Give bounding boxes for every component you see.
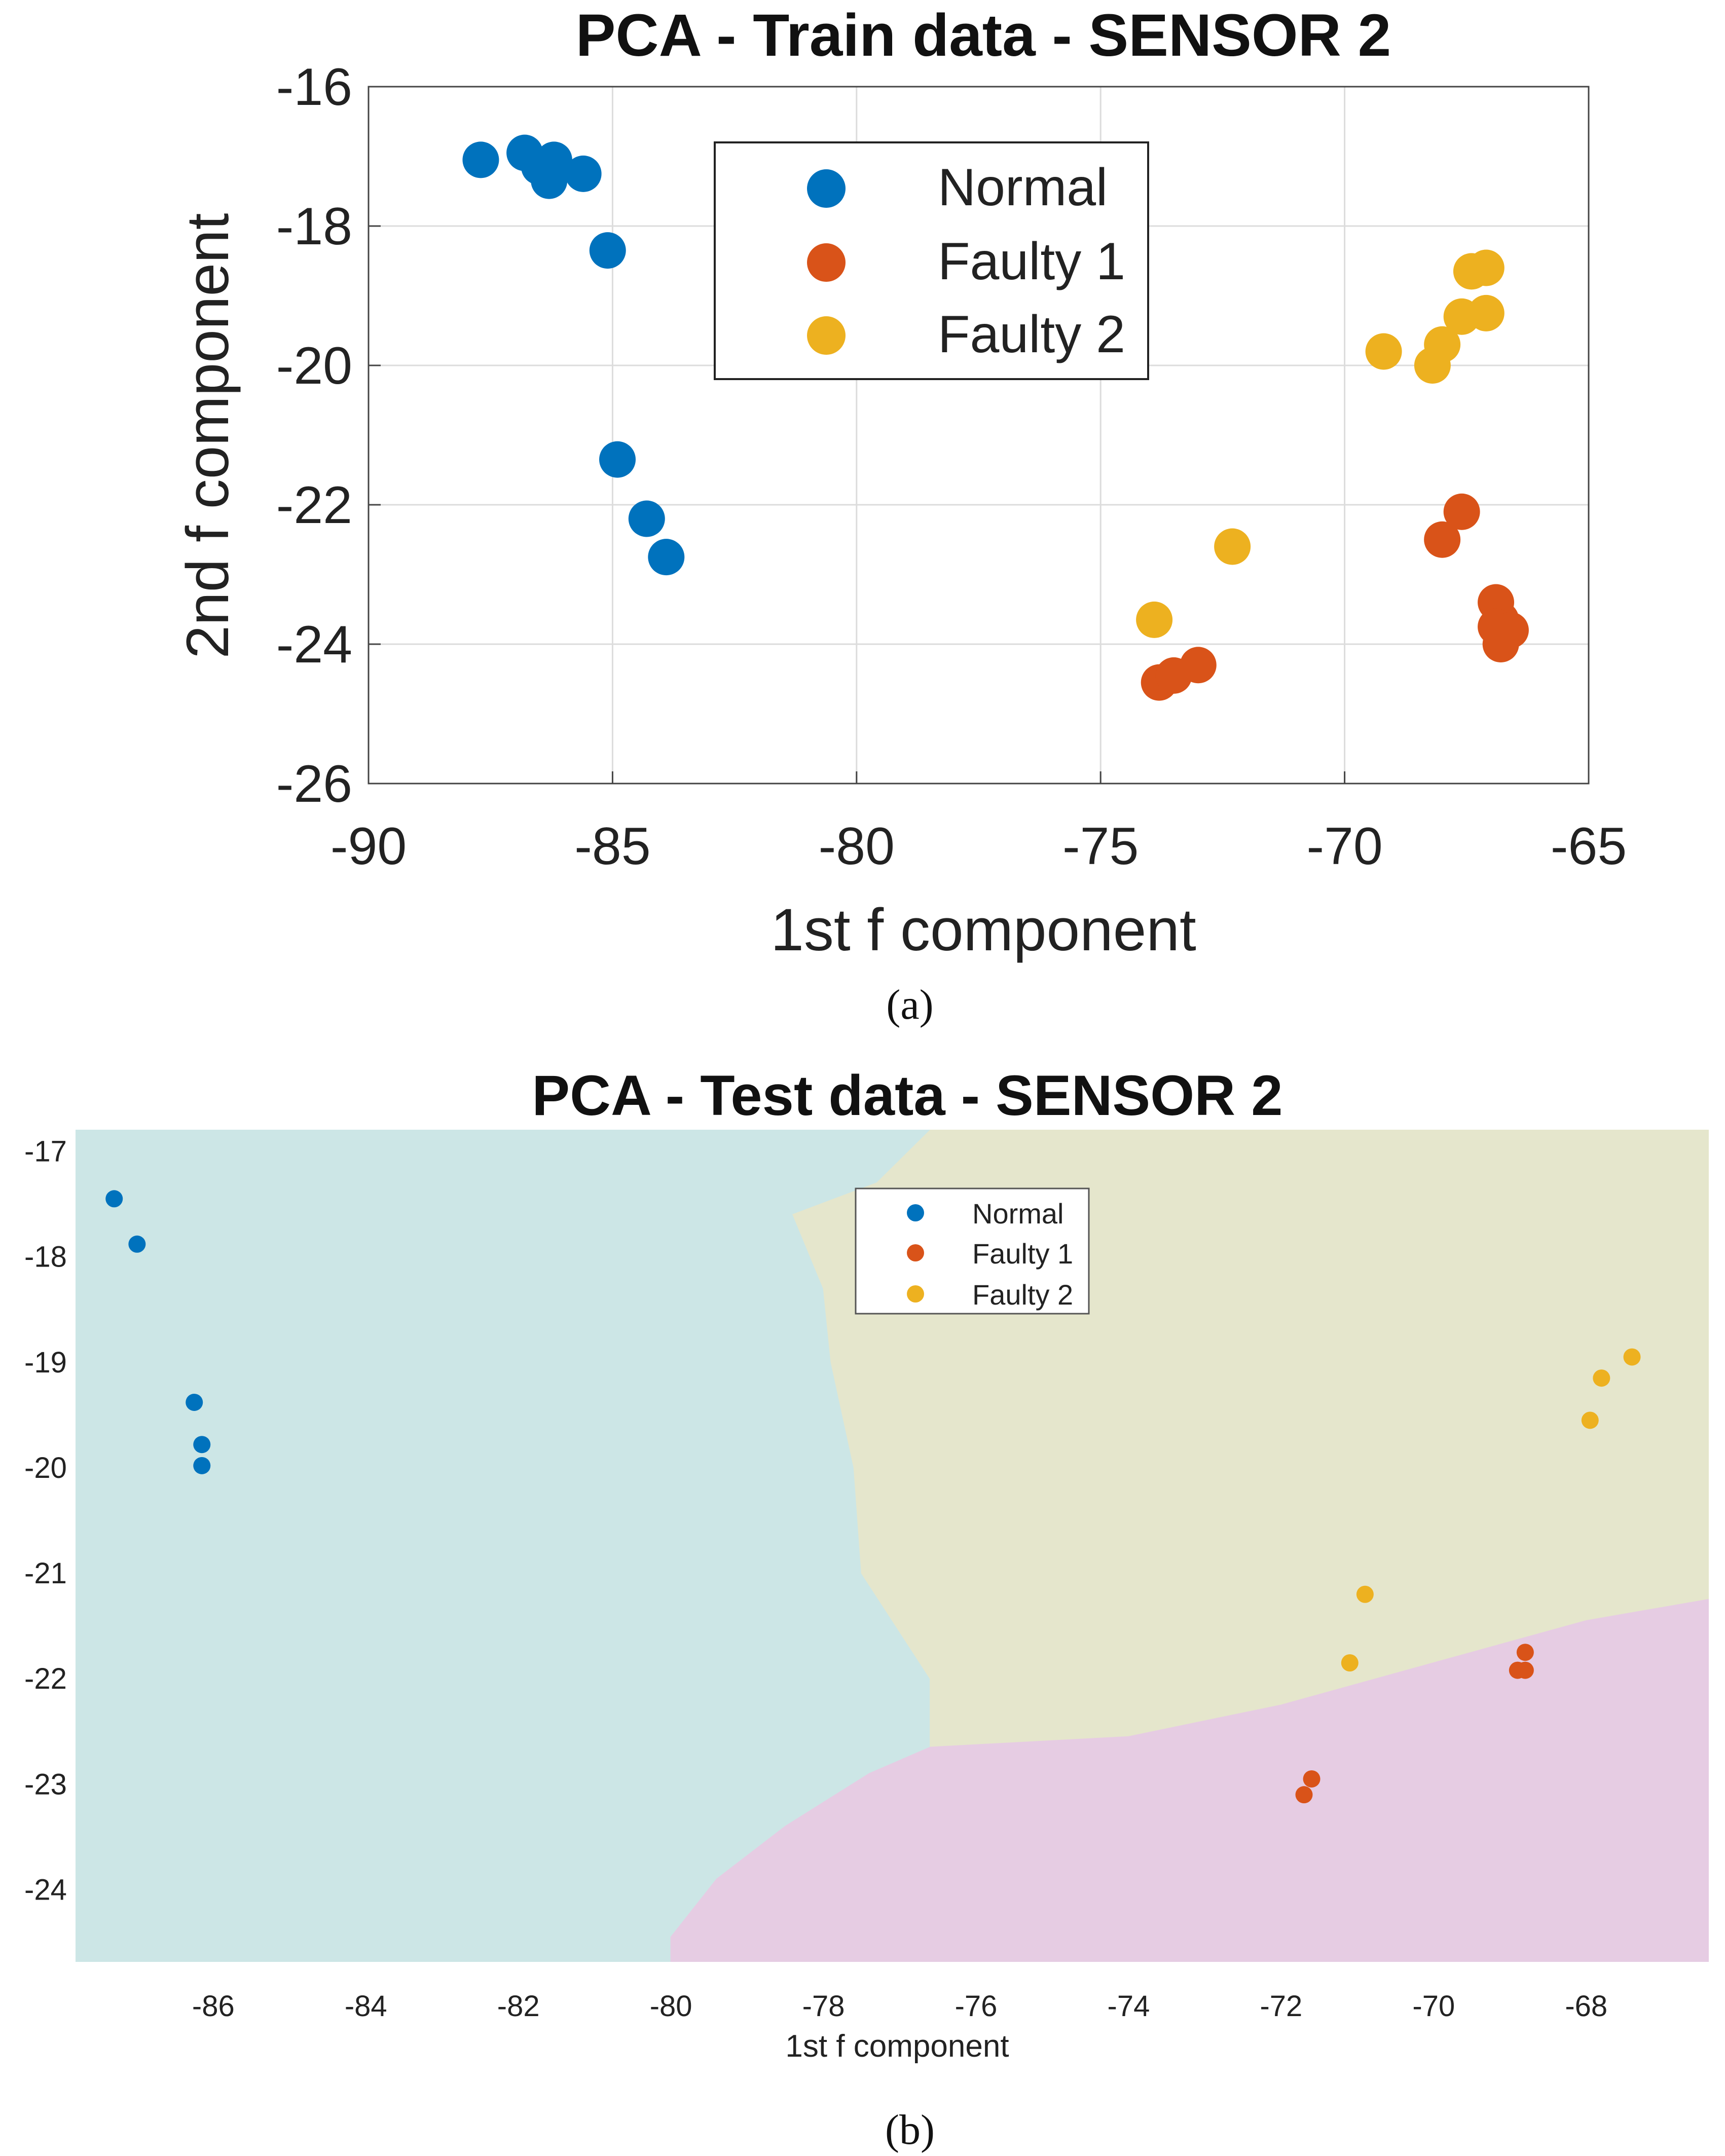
point-b-faulty-1-4 [1516,1661,1534,1679]
plot-b-x-ticks: -86 -84 -82 -80 -78 -76 -74 -72 -70 -68 [192,1990,1607,2023]
chart-b-legend: Normal Faulty 1 Faulty 2 [855,1187,1090,1315]
tick-label-a-x-4: -70 [1306,817,1382,876]
point-b-faulty-2-4 [1341,1654,1359,1672]
tick-label-a-y-0: -16 [276,58,352,117]
tick-label-b-x-9: -68 [1565,1990,1607,2023]
plot-a-points [462,134,1529,701]
chart-b-x-axis-label: 1st f component [785,2029,1009,2064]
region-faulty-1 [670,1599,1709,1962]
point-b-faulty-2-3 [1356,1585,1374,1603]
legend-a-label-faulty-2: Faulty 2 [938,305,1125,364]
panel-a-train: -90 -85 -80 -75 -70 -65 -16 -18 -20 -22 -24 -26 PC… [174,2,1627,1028]
legend-b-label-normal: Normal [972,1198,1063,1230]
point-a-faulty-2-6 [1467,294,1504,331]
plot-a-y-ticks: -16 -18 -20 -22 -24 -26 [276,58,381,813]
point-a-normal-7 [599,441,636,478]
point-a-faulty-2-1 [1214,528,1251,565]
plot-b-points [105,1190,1641,1804]
point-b-normal-1 [128,1235,146,1253]
chart-a-legend-box [714,141,1149,380]
tick-label-b-y-3: -20 [24,1452,67,1484]
point-b-normal-4 [193,1457,211,1474]
tick-label-b-x-0: -86 [192,1990,235,2023]
tick-label-b-y-4: -21 [24,1557,67,1590]
tick-label-b-y-7: -24 [24,1873,67,1906]
point-a-normal-4 [531,162,568,199]
tick-label-a-y-1: -18 [276,197,352,256]
chart-a-y-axis-label: 2nd f component [174,213,241,658]
tick-label-b-x-4: -78 [802,1990,845,2023]
legend-a-marker-faulty-1 [807,243,846,282]
tick-label-b-x-7: -72 [1260,1990,1302,2023]
tick-label-b-y-2: -19 [24,1346,67,1379]
panel-b-test: -86 -84 -82 -80 -78 -76 -74 -72 -70 -68 -17 -18 -19… [24,1064,1709,2153]
tick-label-a-x-1: -85 [574,817,650,876]
caption-a: (a) [886,981,933,1028]
chart-a-legend: Normal Faulty 1 Faulty 2 [714,141,1149,380]
plot-a-frame [368,86,1590,785]
legend-a-marker-normal [807,169,846,208]
tick-label-b-y-6: -23 [24,1768,67,1801]
point-a-normal-5 [565,155,602,192]
legend-b-label-faulty-2: Faulty 2 [972,1279,1073,1311]
legend-a-marker-faulty-2 [807,316,846,355]
tick-label-a-y-3: -22 [276,476,352,535]
point-a-faulty-2-2 [1365,333,1402,370]
plot-b-y-ticks: -17 -18 -19 -20 -21 -22 -23 -24 [24,1135,67,1907]
chart-b-legend-box [855,1187,1090,1315]
legend-b-marker-faulty-1 [907,1244,924,1261]
caption-b: (b) [885,2106,935,2153]
tick-label-a-y-5: -26 [276,755,352,813]
point-a-faulty-2-8 [1467,249,1504,286]
tick-label-b-x-8: -70 [1412,1990,1455,2023]
point-b-faulty-2-0 [1623,1348,1641,1366]
tick-label-a-x-3: -75 [1062,817,1139,876]
point-b-normal-0 [105,1190,123,1208]
tick-label-b-x-5: -76 [955,1990,998,2023]
point-b-faulty-2-2 [1581,1411,1599,1429]
point-a-normal-8 [628,500,665,537]
point-a-faulty-1-9 [1482,626,1519,662]
point-a-normal-6 [589,232,626,269]
tick-label-b-x-1: -84 [345,1990,387,2023]
point-b-normal-2 [186,1393,203,1411]
legend-a-label-normal: Normal [938,158,1108,217]
tick-label-b-x-2: -82 [497,1990,540,2023]
tick-label-a-y-4: -24 [276,615,352,674]
tick-label-a-x-5: -65 [1551,817,1627,876]
point-a-faulty-1-4 [1443,493,1480,530]
point-a-normal-9 [648,539,685,576]
point-a-faulty-1-3 [1424,521,1461,558]
point-a-faulty-2-4 [1424,326,1461,363]
legend-b-marker-faulty-2 [907,1285,924,1303]
point-a-normal-0 [462,141,499,178]
tick-label-a-y-2: -20 [276,337,352,395]
tick-label-a-x-0: -90 [331,817,407,876]
point-a-faulty-2-0 [1136,601,1173,638]
tick-label-b-x-6: -74 [1108,1990,1150,2023]
point-a-faulty-1-2 [1180,647,1217,684]
legend-b-label-faulty-1: Faulty 1 [972,1238,1073,1270]
chart-a-x-axis-label: 1st f component [770,897,1196,963]
tick-label-b-x-3: -80 [650,1990,692,2023]
chart-b-title: PCA - Test data - SENSOR 2 [532,1064,1282,1127]
point-b-faulty-1-2 [1516,1644,1534,1661]
point-b-faulty-2-1 [1593,1369,1610,1387]
tick-label-b-y-0: -17 [24,1135,67,1168]
point-b-faulty-1-1 [1295,1786,1313,1804]
legend-a-label-faulty-1: Faulty 1 [938,232,1125,291]
chart-a-title: PCA - Train data - SENSOR 2 [576,2,1391,69]
legend-b-marker-normal [907,1204,924,1221]
tick-label-a-x-2: -80 [819,817,895,876]
plot-a-x-ticks: -90 -85 -80 -75 -70 -65 [331,771,1627,876]
tick-label-b-y-5: -22 [24,1662,67,1695]
tick-label-b-y-1: -18 [24,1241,67,1274]
point-b-faulty-1-0 [1303,1770,1320,1788]
point-b-normal-3 [193,1436,211,1454]
